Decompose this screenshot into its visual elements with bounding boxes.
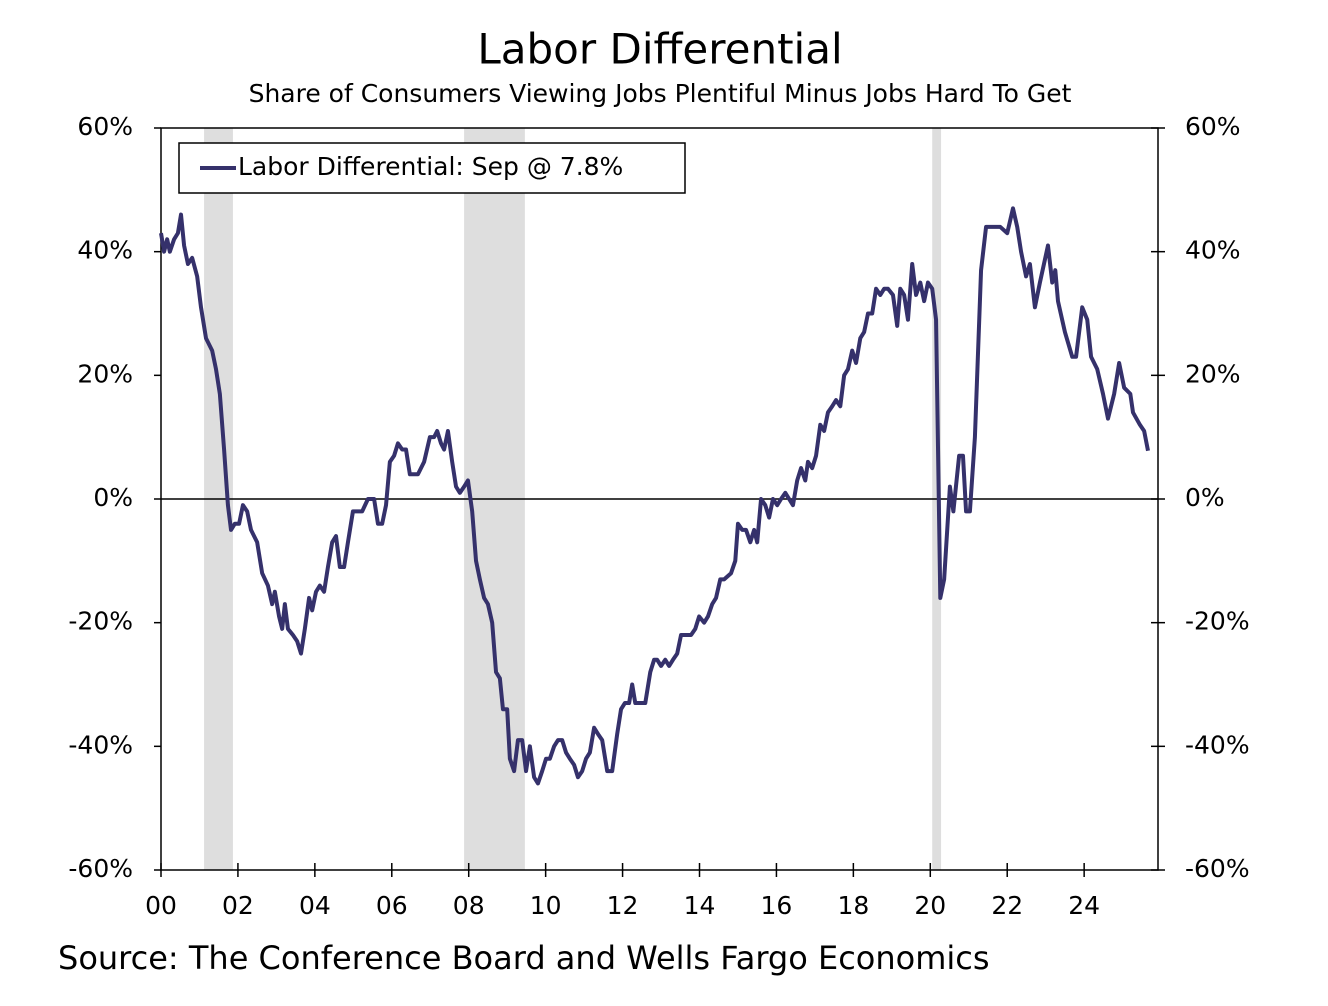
x-tick-label: 18 xyxy=(837,891,869,920)
x-tick-label: 02 xyxy=(222,891,254,920)
y-tick-label: 20% xyxy=(77,359,133,388)
chart-subtitle: Share of Consumers Viewing Jobs Plentifu… xyxy=(249,79,1072,108)
y-tick-label: 0% xyxy=(93,483,133,512)
legend-label: Labor Differential: Sep @ 7.8% xyxy=(238,152,623,181)
y-tick-label: 60% xyxy=(77,112,133,141)
x-tick-label: 12 xyxy=(607,891,639,920)
x-tick-label: 10 xyxy=(530,891,562,920)
source-note: Source: The Conference Board and Wells F… xyxy=(58,939,990,977)
chart-title: Labor Differential xyxy=(477,25,842,74)
y2-tick-label: 0% xyxy=(1185,483,1225,512)
x-tick-label: 24 xyxy=(1068,891,1100,920)
y2-tick-label: -40% xyxy=(1185,730,1250,759)
x-tick-label: 22 xyxy=(991,891,1023,920)
data-line xyxy=(159,206,1150,786)
y-tick-label: 40% xyxy=(77,236,133,265)
x-tick-label: 08 xyxy=(453,891,485,920)
x-tick-label: 06 xyxy=(376,891,408,920)
y2-tick-label: 40% xyxy=(1185,236,1241,265)
y2-tick-label: 20% xyxy=(1185,359,1241,388)
legend-box xyxy=(178,142,686,194)
y2-tick-label: -20% xyxy=(1185,607,1250,636)
y2-tick-label: 60% xyxy=(1185,112,1241,141)
y-tick-label: -20% xyxy=(68,607,133,636)
x-tick-label: 16 xyxy=(761,891,793,920)
y-tick-label: -40% xyxy=(68,730,133,759)
x-tick-label: 14 xyxy=(684,891,716,920)
x-tick-label: 00 xyxy=(145,891,177,920)
y2-tick-label: -60% xyxy=(1185,854,1250,883)
x-tick-label: 20 xyxy=(914,891,946,920)
legend: Labor Differential: Sep @ 7.8% xyxy=(178,142,686,194)
x-tick-label: 04 xyxy=(299,891,331,920)
y-tick-label: -60% xyxy=(68,854,133,883)
